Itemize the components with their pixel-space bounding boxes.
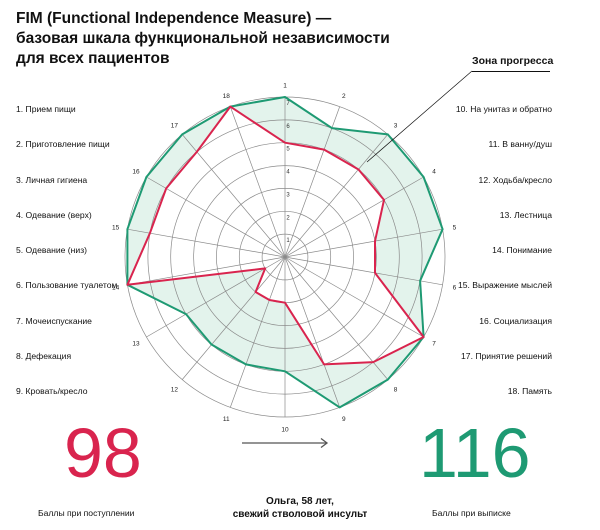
legend-left: 1. Прием пищи 2. Приготовление пищи 3. Л… [16,104,117,422]
grid-spoke [284,176,424,258]
scale-label: 2 [286,215,290,221]
admission-label: Баллы при поступлении [38,508,135,518]
grid-spoke [181,256,286,380]
legend-item: 14. Понимание [492,245,552,256]
axis-label: 7 [432,341,436,348]
axis-label: 6 [453,284,457,291]
legend-item: 17. Принятие решений [461,351,552,362]
legend-right: 10. На унитаз и обратно 11. В ванну/душ … [430,104,552,422]
grid-spoke [284,256,341,408]
axis-label: 16 [132,169,140,176]
legend-item: 12. Ходьба/кресло [478,174,552,185]
discharge-score: 116 [419,414,531,492]
grid-spoke [229,106,286,258]
scale-label: 1 [286,238,290,244]
grid-spoke [284,256,424,338]
caption-line-1: Ольга, 58 лет, [266,496,334,507]
discharge-label: Баллы при выписке [432,508,511,518]
caption-line-2: свежий стволовой инсульт [232,509,368,520]
grid-spoke [127,228,286,258]
grid-spoke [229,256,286,408]
grid-spoke [284,256,443,286]
legend-item: 10. На унитаз и обратно [455,104,552,114]
axis-label: 8 [394,386,398,393]
axis-label: 12 [171,386,179,393]
progress-zone-pointer [366,70,473,163]
title-line-3: для всех пациентов [16,50,170,67]
axis-label: 11 [223,416,230,423]
scale-label: 7 [286,101,290,107]
title-line-1: FIM (Functional Independence Measure) — [16,10,332,27]
legend-item: 9. Кровать/кресло [16,386,88,397]
scale-label: 4 [286,170,290,176]
axis-label: 15 [112,225,120,232]
axis-label: 17 [171,123,179,130]
axis-label: 13 [132,341,140,348]
legend-item: 16. Социализация [479,315,552,326]
scale-label: 6 [286,124,290,130]
legend-item: 18. Память [507,386,552,397]
title-line-2: базовая шкала функциональной независимос… [16,30,390,47]
axis-label: 14 [112,284,120,291]
legend-item: 6. Пользование туалетом [16,280,118,291]
legend-item: 3. Личная гигиена [16,174,88,185]
patient-caption: Ольга, 58 лет, свежий стволовой инсульт [200,495,400,521]
arrow-right-icon [242,437,329,449]
axis-label: 10 [281,427,289,434]
series-admission-line [126,105,425,366]
grid-spoke [146,176,286,258]
grid-spoke [284,106,341,258]
progress-zone-underline [472,71,550,72]
grid-spoke [181,134,286,258]
axis-label: 5 [453,225,457,232]
axis-label: 18 [223,93,231,100]
legend-item: 15. Выражение мыслей [457,280,552,291]
legend-item: 4. Одевание (верх) [16,209,92,220]
legend-item: 8. Дефекация [16,351,72,362]
axis-label: 9 [342,416,346,423]
page-title: FIM (Functional Independence Measure) — … [16,9,446,69]
progress-zone-label: Зона прогресса [472,55,554,67]
grid-spoke [284,228,443,258]
legend-item: 2. Приготовление пищи [16,139,110,150]
scale-label: 3 [286,192,290,198]
scale-label: 5 [286,147,290,153]
legend-item: 13. Лестница [499,209,552,220]
axis-label: 3 [394,123,398,130]
grid-spoke [284,134,389,258]
axis-label: 2 [342,93,346,100]
series-discharge-line [126,96,444,409]
admission-score: 98 [64,414,142,492]
grid-spoke [284,256,389,380]
legend-item: 7. Мочеиспускание [16,315,92,326]
legend-item: 1. Прием пищи [16,104,76,114]
legend-item: 5. Одевание (низ) [16,245,88,256]
grid-spoke [127,256,286,286]
axis-label: 1 [283,83,287,90]
legend-item: 11. В ванну/душ [488,139,552,150]
grid-spoke [146,256,286,338]
axis-label: 4 [432,169,436,176]
